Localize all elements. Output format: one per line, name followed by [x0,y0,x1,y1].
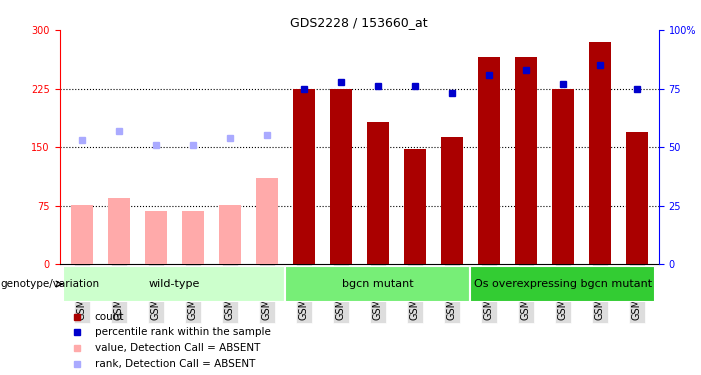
Bar [477,57,500,264]
Bar [63,266,285,302]
Bar [404,149,426,264]
Bar [441,137,463,264]
Text: wild-type: wild-type [149,279,200,289]
Bar [515,57,537,264]
Bar [219,205,241,264]
Text: genotype/variation: genotype/variation [0,279,99,289]
Bar [293,88,315,264]
Bar [589,42,611,264]
Bar [329,88,352,264]
Title: GDS2228 / 153660_at: GDS2228 / 153660_at [290,16,428,29]
Bar [367,122,389,264]
Text: count: count [95,312,124,322]
Bar [470,266,655,302]
Text: value, Detection Call = ABSENT: value, Detection Call = ABSENT [95,343,260,353]
Bar [182,211,204,264]
Bar [552,88,574,264]
Bar [71,205,93,264]
Text: rank, Detection Call = ABSENT: rank, Detection Call = ABSENT [95,358,255,369]
Bar [144,211,167,264]
Bar [285,266,470,302]
Bar [256,178,278,264]
Bar [625,132,648,264]
Bar [108,198,130,264]
Text: bgcn mutant: bgcn mutant [342,279,414,289]
Text: Os overexpressing bgcn mutant: Os overexpressing bgcn mutant [474,279,652,289]
Text: percentile rank within the sample: percentile rank within the sample [95,327,271,337]
